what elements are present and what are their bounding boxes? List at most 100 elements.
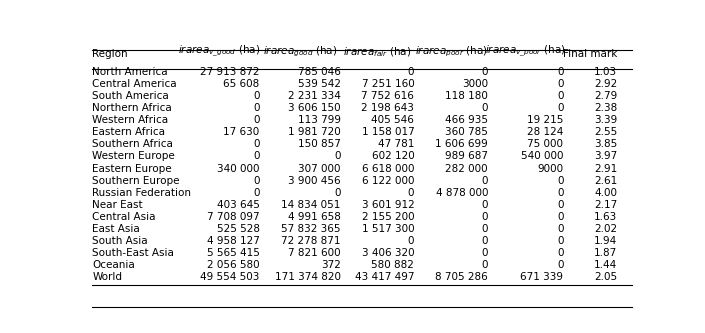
Text: 0: 0 xyxy=(557,103,563,113)
Text: 2.05: 2.05 xyxy=(594,272,617,282)
Text: 2 198 643: 2 198 643 xyxy=(362,103,415,113)
Text: World: World xyxy=(92,272,123,282)
Text: $\mathit{irarea}_{\mathit{poor}}$ (ha): $\mathit{irarea}_{\mathit{poor}}$ (ha) xyxy=(415,45,488,59)
Text: 1.03: 1.03 xyxy=(594,67,617,77)
Text: 1 606 699: 1 606 699 xyxy=(435,140,488,150)
Text: 0: 0 xyxy=(482,248,488,258)
Text: $\mathit{irarea}_{\mathit{good}}$ (ha): $\mathit{irarea}_{\mathit{good}}$ (ha) xyxy=(263,45,337,59)
Text: 785 046: 785 046 xyxy=(298,67,341,77)
Text: 0: 0 xyxy=(557,200,563,210)
Text: 0: 0 xyxy=(482,236,488,246)
Text: 602 120: 602 120 xyxy=(372,152,415,162)
Text: 75 000: 75 000 xyxy=(527,140,563,150)
Text: 1.63: 1.63 xyxy=(594,212,617,222)
Text: 0: 0 xyxy=(557,79,563,89)
Text: 5 565 415: 5 565 415 xyxy=(207,248,259,258)
Text: 47 781: 47 781 xyxy=(378,140,415,150)
Text: 372: 372 xyxy=(321,260,341,270)
Text: 2.55: 2.55 xyxy=(594,128,617,138)
Text: 0: 0 xyxy=(253,188,259,198)
Text: Southern Europe: Southern Europe xyxy=(92,175,180,185)
Text: 0: 0 xyxy=(253,175,259,185)
Text: 2 231 334: 2 231 334 xyxy=(288,91,341,101)
Text: 0: 0 xyxy=(557,248,563,258)
Text: 2.02: 2.02 xyxy=(594,224,617,234)
Text: $\mathit{irarea}_{\mathit{v\_good}}$ (ha): $\mathit{irarea}_{\mathit{v\_good}}$ (ha… xyxy=(178,44,260,59)
Text: 6 618 000: 6 618 000 xyxy=(362,164,415,173)
Text: 3.39: 3.39 xyxy=(594,115,617,125)
Text: 671 339: 671 339 xyxy=(520,272,563,282)
Text: 4 958 127: 4 958 127 xyxy=(207,236,259,246)
Text: 3 900 456: 3 900 456 xyxy=(288,175,341,185)
Text: 307 000: 307 000 xyxy=(298,164,341,173)
Text: 0: 0 xyxy=(253,115,259,125)
Text: 1 981 720: 1 981 720 xyxy=(288,128,341,138)
Text: East Asia: East Asia xyxy=(92,224,140,234)
Text: 2.61: 2.61 xyxy=(594,175,617,185)
Text: 171 374 820: 171 374 820 xyxy=(274,272,341,282)
Text: North America: North America xyxy=(92,67,168,77)
Text: 0: 0 xyxy=(557,175,563,185)
Text: 3 601 912: 3 601 912 xyxy=(362,200,415,210)
Text: 0: 0 xyxy=(557,236,563,246)
Text: 282 000: 282 000 xyxy=(446,164,488,173)
Text: South America: South America xyxy=(92,91,169,101)
Text: Final mark: Final mark xyxy=(563,49,617,59)
Text: 2.38: 2.38 xyxy=(594,103,617,113)
Text: 17 630: 17 630 xyxy=(223,128,259,138)
Text: 989 687: 989 687 xyxy=(445,152,488,162)
Text: 3000: 3000 xyxy=(462,79,488,89)
Text: 0: 0 xyxy=(482,212,488,222)
Text: 403 645: 403 645 xyxy=(217,200,259,210)
Text: 1.94: 1.94 xyxy=(594,236,617,246)
Text: 466 935: 466 935 xyxy=(445,115,488,125)
Text: 0: 0 xyxy=(407,188,415,198)
Text: 3.85: 3.85 xyxy=(594,140,617,150)
Text: 540 000: 540 000 xyxy=(521,152,563,162)
Text: 2 155 200: 2 155 200 xyxy=(362,212,415,222)
Text: 3 606 150: 3 606 150 xyxy=(288,103,341,113)
Text: Central America: Central America xyxy=(92,79,177,89)
Text: Oceania: Oceania xyxy=(92,260,135,270)
Text: 0: 0 xyxy=(334,152,341,162)
Text: 405 546: 405 546 xyxy=(372,115,415,125)
Text: Western Europe: Western Europe xyxy=(92,152,176,162)
Text: 27 913 872: 27 913 872 xyxy=(200,67,259,77)
Text: 1.44: 1.44 xyxy=(594,260,617,270)
Text: 4 991 658: 4 991 658 xyxy=(288,212,341,222)
Text: 65 608: 65 608 xyxy=(223,79,259,89)
Text: 19 215: 19 215 xyxy=(527,115,563,125)
Text: 1.87: 1.87 xyxy=(594,248,617,258)
Text: 6 122 000: 6 122 000 xyxy=(362,175,415,185)
Text: Near East: Near East xyxy=(92,200,143,210)
Text: Central Asia: Central Asia xyxy=(92,212,156,222)
Text: 0: 0 xyxy=(482,103,488,113)
Text: 14 834 051: 14 834 051 xyxy=(281,200,341,210)
Text: 7 708 097: 7 708 097 xyxy=(207,212,259,222)
Text: 3 406 320: 3 406 320 xyxy=(362,248,415,258)
Text: 8 705 286: 8 705 286 xyxy=(435,272,488,282)
Text: Western Africa: Western Africa xyxy=(92,115,168,125)
Text: Eastern Europe: Eastern Europe xyxy=(92,164,172,173)
Text: 49 554 503: 49 554 503 xyxy=(200,272,259,282)
Text: $\mathit{irarea}_{\mathit{v\_poor}}$ (ha): $\mathit{irarea}_{\mathit{v\_poor}}$ (ha… xyxy=(486,44,566,59)
Text: 360 785: 360 785 xyxy=(445,128,488,138)
Text: 0: 0 xyxy=(557,224,563,234)
Text: 0: 0 xyxy=(482,260,488,270)
Text: 340 000: 340 000 xyxy=(217,164,259,173)
Text: 57 832 365: 57 832 365 xyxy=(281,224,341,234)
Text: South-East Asia: South-East Asia xyxy=(92,248,174,258)
Text: 7 251 160: 7 251 160 xyxy=(362,79,415,89)
Text: 113 799: 113 799 xyxy=(298,115,341,125)
Text: Eastern Africa: Eastern Africa xyxy=(92,128,166,138)
Text: 2.92: 2.92 xyxy=(594,79,617,89)
Text: Russian Federation: Russian Federation xyxy=(92,188,192,198)
Text: 28 124: 28 124 xyxy=(527,128,563,138)
Text: 580 882: 580 882 xyxy=(372,260,415,270)
Text: 0: 0 xyxy=(407,236,415,246)
Text: 7 821 600: 7 821 600 xyxy=(288,248,341,258)
Text: 1 517 300: 1 517 300 xyxy=(362,224,415,234)
Text: 0: 0 xyxy=(482,224,488,234)
Text: 43 417 497: 43 417 497 xyxy=(355,272,415,282)
Text: 0: 0 xyxy=(557,91,563,101)
